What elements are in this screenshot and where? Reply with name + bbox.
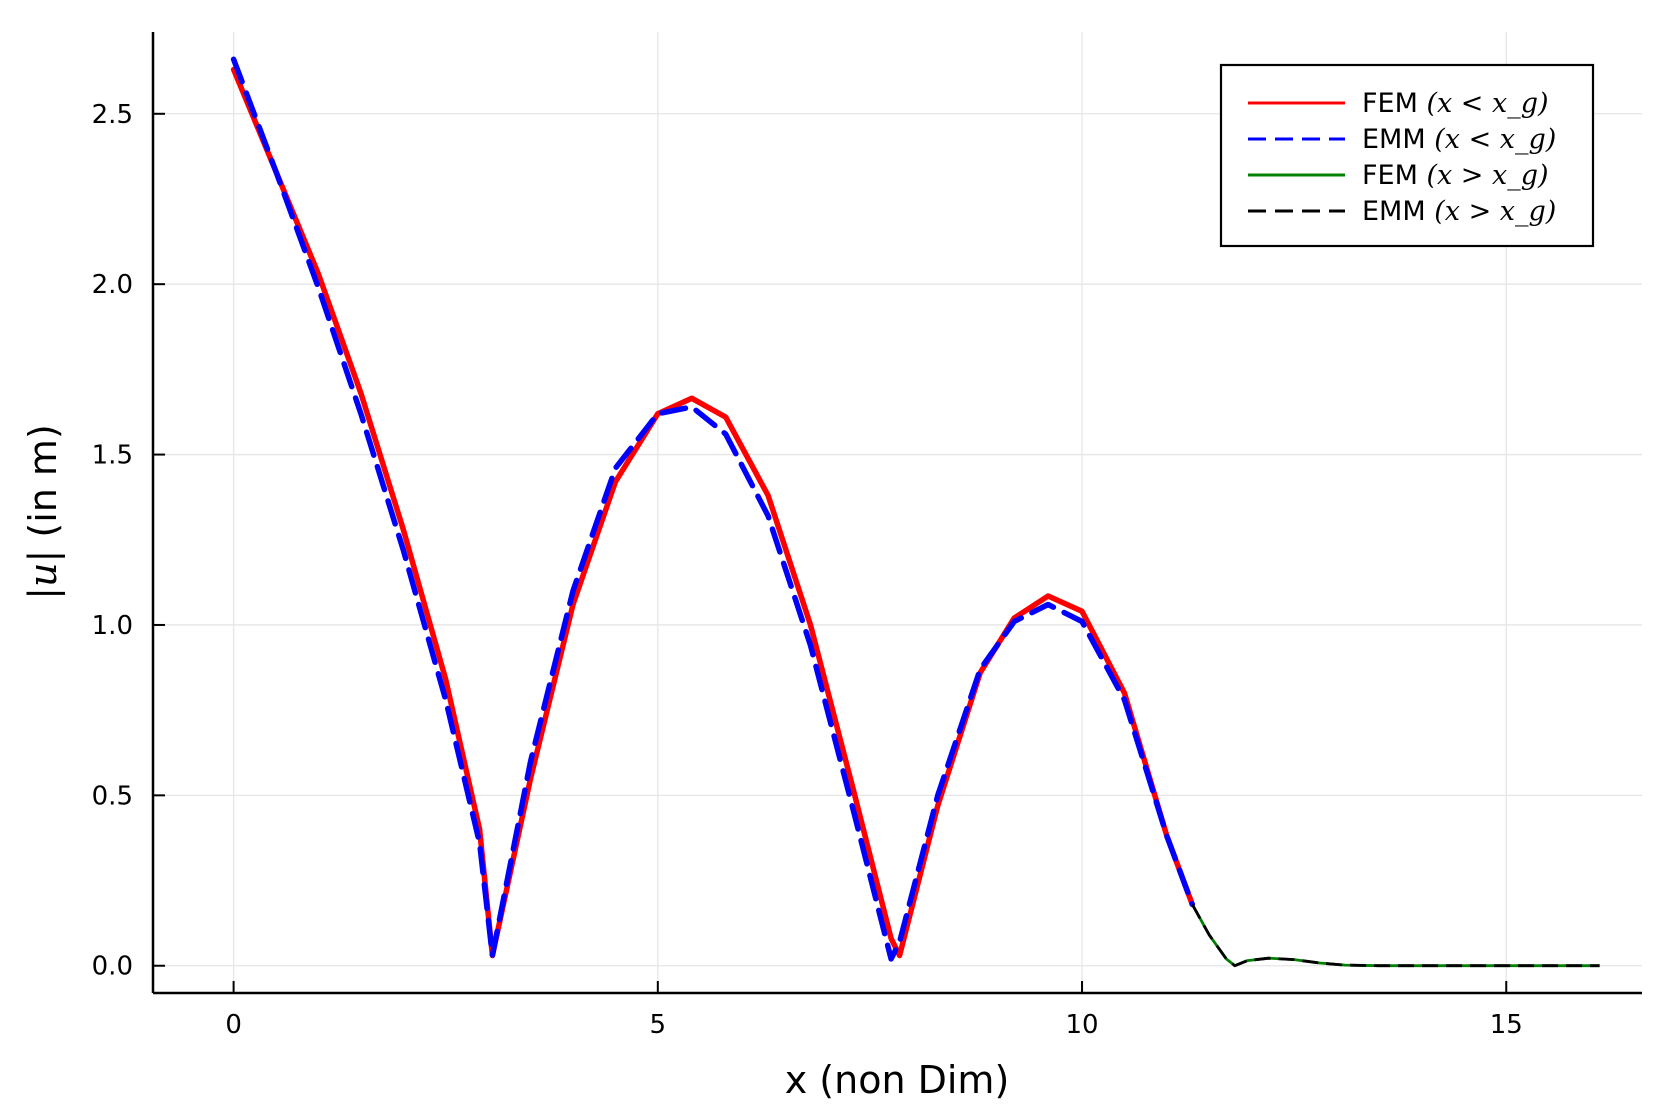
legend-label-name: EMM (1362, 196, 1434, 227)
y-tick-label: 2.0 (92, 270, 133, 300)
x-tick-label: 5 (650, 1010, 667, 1040)
legend-label-2: EMM (x < x_g) (1362, 124, 1556, 155)
series-line-3 (1191, 903, 1600, 968)
legend-label-name: EMM (1362, 124, 1434, 155)
legend-label-math: (x < x_g) (1434, 124, 1556, 155)
y-tick-label: 1.5 (92, 441, 133, 471)
y-axis-title-math: |u| (21, 550, 65, 600)
legend-label-name: FEM (1362, 160, 1426, 191)
y-tick-label: 2.5 (92, 100, 133, 130)
y-tick-label: 0.0 (92, 952, 133, 982)
axes (151, 32, 1642, 995)
legend: FEM (x < x_g)EMM (x < x_g)FEM (x > x_g)E… (1219, 63, 1595, 248)
legend-label-name: FEM (1362, 88, 1426, 119)
y-axis-title-unit: (in m) (21, 424, 65, 549)
legend-label-math: (x < x_g) (1426, 88, 1548, 119)
x-tick-label: 0 (225, 1010, 242, 1040)
y-axis-title: |u| (in m) (21, 424, 65, 600)
legend-label-4: EMM (x > x_g) (1362, 196, 1556, 227)
series-line-2 (230, 56, 1196, 962)
legend-label-math: (x > x_g) (1434, 196, 1556, 227)
x-axis-title: x (non Dim) (785, 1058, 1010, 1102)
series-line-1 (230, 66, 1196, 959)
ticks: 0 5 10 15 0.0 0.5 1.0 1.5 2.0 2.5 (92, 100, 1523, 1040)
legend-label-math: (x > x_g) (1426, 160, 1548, 191)
legend-label-1: FEM (x < x_g) (1362, 88, 1549, 119)
legend-label-3: FEM (x > x_g) (1362, 160, 1549, 191)
x-tick-label: 15 (1490, 1010, 1523, 1040)
plot-series (230, 56, 1600, 968)
y-tick-label: 0.5 (92, 781, 133, 811)
series-line-4 (1191, 903, 1600, 968)
x-tick-label: 10 (1065, 1010, 1098, 1040)
y-tick-label: 1.0 (92, 611, 133, 641)
legend-box (1219, 63, 1595, 248)
